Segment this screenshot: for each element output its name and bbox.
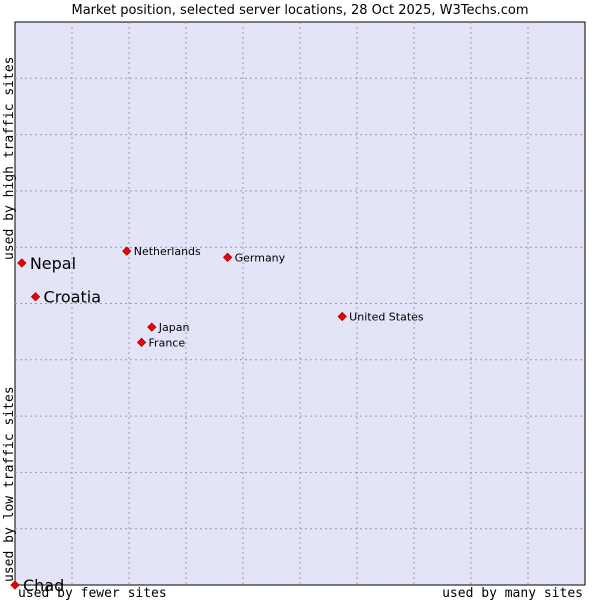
y-axis-label-bottom: used by low traffic sites: [2, 386, 17, 582]
point-label-croatia: Croatia: [44, 288, 102, 307]
point-marker-croatia: [30, 292, 41, 302]
grid-lines: [15, 22, 585, 585]
point-marker-nepal: [17, 258, 27, 268]
x-axis-label-left: used by fewer sites: [18, 586, 167, 600]
point-label-netherlands: Netherlands: [134, 245, 201, 258]
point-label-nepal: Nepal: [30, 254, 76, 273]
point-marker-netherlands: [122, 246, 132, 256]
point-marker-chad: [10, 580, 20, 590]
point-marker-germany: [222, 252, 233, 262]
data-points: Netherlands Germany Nepal Croatia United Sta…: [10, 245, 424, 595]
chart-title: Market position, selected server locatio…: [71, 3, 528, 18]
point-label-japan: Japan: [158, 321, 190, 334]
point-label-germany: Germany: [235, 251, 286, 264]
point-label-france: France: [149, 336, 186, 349]
point-label-united-states: United States: [349, 310, 424, 323]
point-marker-united-states: [337, 311, 347, 322]
point-label-chad: Chad: [23, 576, 64, 595]
point-marker-france: [136, 337, 147, 347]
point-marker-japan: [147, 322, 157, 332]
y-axis-label-top: used by high traffic sites: [2, 57, 17, 261]
x-axis-label-right: used by many sites: [442, 586, 583, 600]
